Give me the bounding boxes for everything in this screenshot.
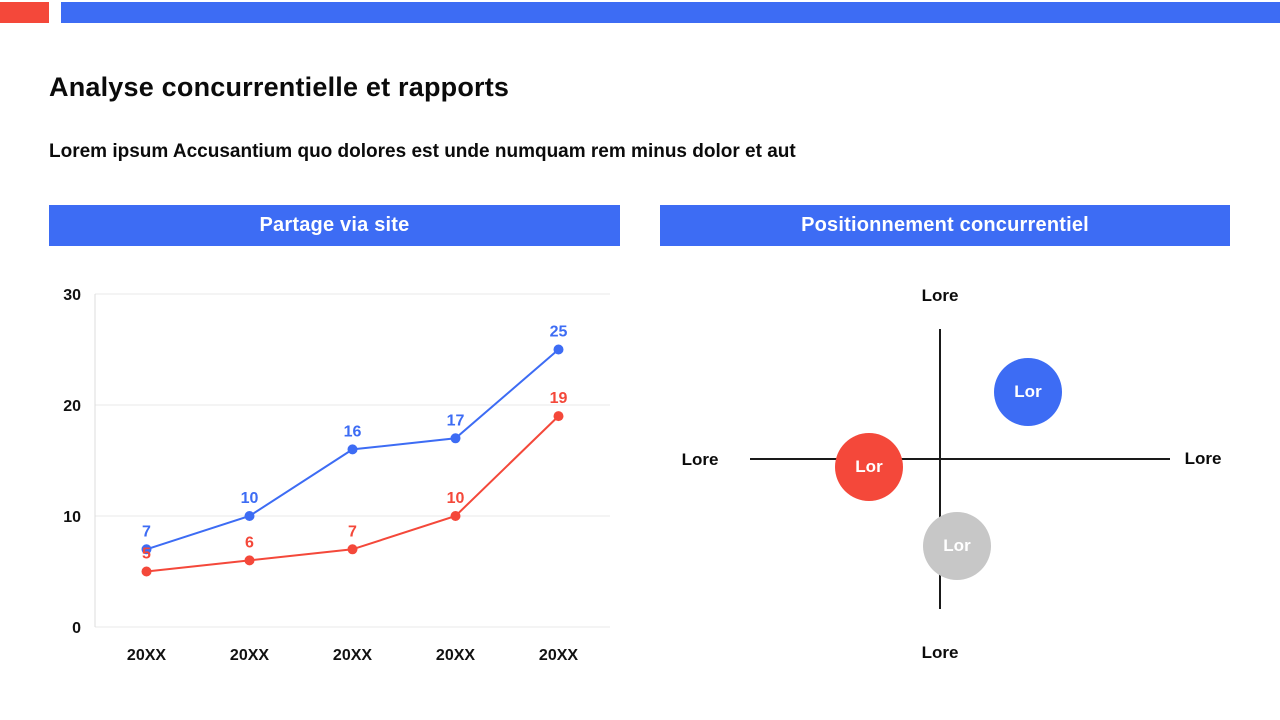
y-tick-label: 0 — [72, 620, 81, 637]
slide-content: Analyse concurrentielle et rapports Lore… — [49, 72, 1231, 698]
y-tick-label: 30 — [63, 287, 81, 304]
data-label: 16 — [344, 423, 362, 440]
data-label: 6 — [245, 534, 254, 551]
quadrant-label-left: Lore — [681, 450, 719, 469]
page-subtitle: Lorem ipsum Accusantium quo dolores est … — [49, 141, 796, 162]
data-label: 17 — [447, 412, 465, 429]
quadrant-chart: Lore Lore Lore Lore Lor Lor Lor — [660, 258, 1230, 698]
data-label: 10 — [241, 490, 259, 507]
x-axis-label: 20XX — [230, 647, 269, 664]
top-bar-red-accent — [0, 2, 49, 23]
x-axis-label: 20XX — [333, 647, 372, 664]
y-tick-label: 10 — [63, 509, 81, 526]
positioning-title-bar: Positionnement concurrentiel — [660, 205, 1230, 246]
data-label: 5 — [142, 546, 151, 563]
competitor-bubble-2: Lor — [835, 433, 903, 501]
data-point — [141, 566, 152, 577]
data-label: 7 — [142, 523, 151, 540]
competitor-bubble-1: Lor — [994, 358, 1062, 426]
quadrant-vertical-axis — [939, 329, 941, 609]
bubble-label: Lor — [1014, 382, 1042, 401]
data-point — [244, 511, 255, 521]
quadrant-label-bottom: Lore — [921, 643, 959, 662]
data-point — [347, 544, 358, 555]
x-axis-label: 20XX — [436, 647, 475, 664]
x-axis-label: 20XX — [539, 647, 578, 664]
bubble-label: Lor — [855, 457, 883, 476]
data-point — [141, 544, 152, 555]
share-line-chart: 0 10 20 30 20XX 20XX 20XX 20XX 20XX 7 10 16 17 25 5 6 7 1… — [63, 287, 610, 664]
data-point — [244, 555, 255, 566]
positioning-panel: Positionnement concurrentiel Lore Lore L… — [660, 205, 1230, 698]
share-chart-title-bar: Partage via site — [49, 205, 620, 246]
data-point — [450, 433, 461, 444]
competitor-bubble-3: Lor — [923, 512, 991, 580]
data-point — [553, 344, 564, 355]
quadrant-label-right: Lore — [1184, 449, 1222, 468]
share-chart-panel: Partage via site 0 10 20 30 20XX 20XX 20XX 20XX… — [49, 205, 620, 698]
data-label: 25 — [550, 324, 568, 341]
data-point — [347, 444, 358, 455]
data-label: 19 — [550, 390, 568, 407]
data-point — [553, 411, 564, 422]
quadrant-horizontal-axis — [750, 458, 1170, 460]
data-label: 10 — [447, 490, 465, 507]
quadrant-label-top: Lore — [921, 286, 959, 305]
data-point — [450, 511, 461, 521]
x-axis-label: 20XX — [127, 647, 166, 664]
bubble-label: Lor — [943, 536, 971, 555]
charts-row: Partage via site 0 10 20 30 20XX 20XX 20XX 20XX… — [49, 205, 1231, 698]
page-title: Analyse concurrentielle et rapports — [49, 72, 510, 102]
data-label: 7 — [348, 523, 357, 540]
y-tick-label: 20 — [63, 398, 81, 415]
top-bar-blue-strip — [61, 2, 1280, 23]
